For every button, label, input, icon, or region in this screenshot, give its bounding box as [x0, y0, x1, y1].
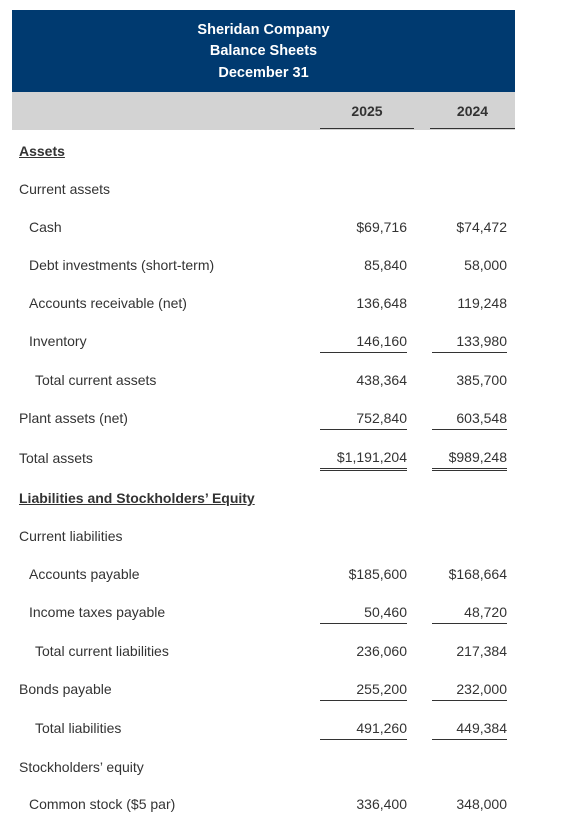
common-stock-label: Common stock ($5 par) [29, 796, 176, 812]
inventory-2025: 146,160 [320, 332, 407, 353]
bonds-payable-label: Bonds payable [19, 681, 112, 697]
total-current-assets-label: Total current assets [35, 372, 157, 388]
debt-investments-2024: 58,000 [464, 257, 507, 273]
statement-date: December 31 [218, 65, 309, 81]
total-current-liabilities-label: Total current liabilities [35, 643, 169, 659]
income-taxes-payable-2025: 50,460 [320, 603, 407, 624]
accounts-payable-2024: $168,664 [448, 566, 507, 582]
accounts-receivable-label: Accounts receivable (net) [29, 295, 187, 311]
accounts-payable-label: Accounts payable [29, 566, 140, 582]
year-column-2024: 2024 [430, 92, 515, 129]
year-header-bar: 2025 2024 [12, 92, 515, 130]
total-current-liabilities-2025: 236,060 [356, 643, 407, 659]
cash-2024: $74,472 [456, 219, 507, 235]
income-taxes-payable-2024: 48,720 [432, 603, 507, 624]
plant-assets-2024: 603,548 [432, 409, 507, 430]
bonds-payable-2025: 255,200 [320, 680, 407, 701]
total-assets-label: Total assets [19, 450, 93, 466]
accounts-receivable-2025: 136,648 [356, 295, 407, 311]
statement-title: Balance Sheets [209, 43, 318, 59]
liabilities-equity-heading: Liabilities and Stockholders’ Equity [19, 490, 255, 506]
accounts-receivable-2024: 119,248 [457, 295, 507, 311]
cash-label: Cash [29, 219, 62, 235]
total-current-liabilities-2024: 217,384 [456, 643, 507, 659]
cash-2025: $69,716 [356, 219, 407, 235]
plant-assets-label: Plant assets (net) [19, 410, 128, 426]
total-assets-2024: $989,248 [432, 448, 507, 471]
statement-header: Sheridan Company Balance Sheets December… [12, 10, 515, 92]
current-assets-heading: Current assets [19, 181, 111, 197]
total-assets-2025: $1,191,204 [320, 448, 407, 471]
inventory-label: Inventory [29, 333, 87, 349]
inventory-2024: 133,980 [432, 332, 507, 353]
common-stock-2024: 348,000 [456, 796, 507, 812]
total-current-assets-2024: 385,700 [456, 372, 507, 388]
plant-assets-2025: 752,840 [320, 409, 407, 430]
debt-investments-2025: 85,840 [364, 257, 407, 273]
common-stock-2025: 336,400 [356, 796, 407, 812]
debt-investments-label: Debt investments (short-term) [29, 257, 215, 273]
current-liabilities-heading: Current liabilities [19, 528, 123, 544]
accounts-payable-2025: $185,600 [348, 566, 407, 582]
total-liabilities-2024: 449,384 [432, 719, 507, 740]
assets-heading: Assets [19, 143, 65, 159]
total-liabilities-label: Total liabilities [35, 720, 122, 736]
stockholders-equity-heading: Stockholders’ equity [19, 759, 144, 775]
company-name: Sheridan Company [197, 22, 330, 38]
total-liabilities-2025: 491,260 [320, 719, 407, 740]
bonds-payable-2024: 232,000 [432, 680, 507, 701]
income-taxes-payable-label: Income taxes payable [29, 604, 166, 620]
year-column-2025: 2025 [320, 92, 414, 129]
total-current-assets-2025: 438,364 [356, 372, 407, 388]
